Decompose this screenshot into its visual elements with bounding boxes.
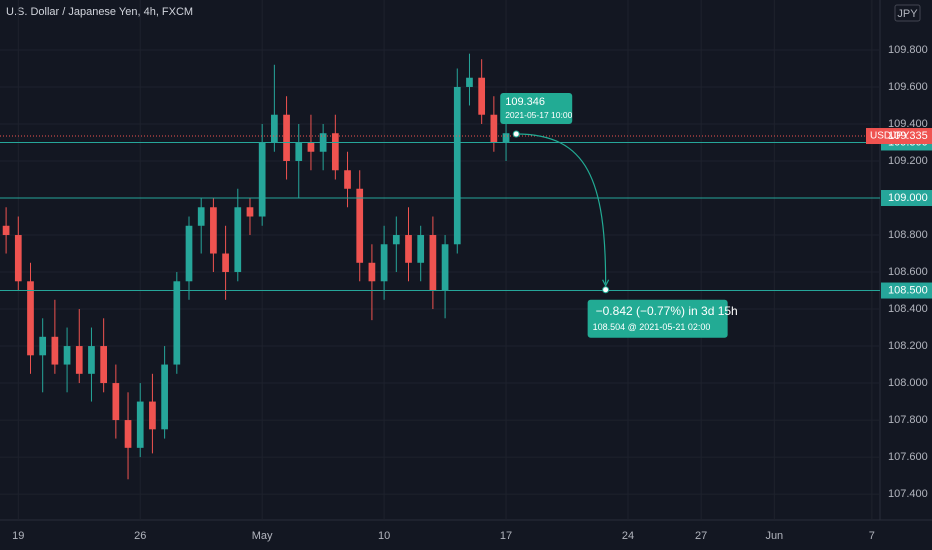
candle-body	[112, 383, 120, 421]
candle-body	[283, 114, 290, 161]
candle-body	[88, 346, 95, 374]
projection-arrowhead	[602, 279, 610, 288]
candle-body	[478, 77, 486, 115]
candle-body	[258, 142, 266, 217]
candle-body	[344, 170, 351, 189]
candle-body	[234, 207, 242, 273]
x-tick-label: 7	[869, 530, 875, 542]
level-label-box	[881, 282, 932, 299]
y-tick-label: 107.600	[888, 451, 928, 463]
x-tick-label: May	[252, 530, 273, 542]
candle-body	[124, 420, 132, 448]
candle-body	[271, 114, 278, 143]
candle-body	[392, 235, 400, 245]
overlay: 107.400 107.600 107.800 108.000 108.200 108.4…	[0, 44, 932, 542]
candle-body	[502, 133, 510, 143]
candle-body	[307, 142, 315, 152]
projection-curve	[516, 133, 607, 284]
x-tick-label: 19	[12, 530, 24, 542]
x-tick-label: 26	[134, 530, 146, 542]
chart-title: U.S. Dollar / Japanese Yen, 4h, FXCM	[6, 6, 193, 18]
candle-body	[136, 401, 144, 448]
y-tick-label: 109.400	[888, 118, 928, 130]
candle-body	[331, 133, 339, 171]
candle-body	[295, 142, 303, 161]
x-tick-label: 17	[500, 530, 512, 542]
candle-body	[173, 281, 181, 365]
candle-body	[100, 346, 108, 384]
candle-body	[441, 244, 449, 291]
candle-body	[405, 235, 412, 263]
candle-body	[2, 225, 10, 236]
x-tick-label: 24	[622, 530, 634, 542]
x-tick-label: 27	[695, 530, 707, 542]
candle-body	[185, 225, 193, 282]
symbol-label: USDJPY	[870, 131, 910, 142]
candle-body	[356, 188, 364, 263]
y-tick-label: 108.000	[888, 377, 928, 389]
candle-body	[51, 336, 59, 365]
candle-body	[466, 77, 473, 87]
last-price-label: 109.335	[888, 130, 928, 142]
candle-body	[380, 244, 388, 282]
candle-body	[149, 401, 156, 430]
level-label: 108.500	[888, 284, 928, 296]
plot	[2, 53, 510, 480]
candle-body	[490, 114, 498, 143]
x-tick-label: 10	[378, 530, 390, 542]
candle-body	[210, 207, 217, 254]
currency-button[interactable]	[894, 4, 921, 22]
candle-body	[246, 207, 254, 217]
start-callout	[500, 92, 573, 124]
candle-body	[161, 364, 168, 430]
start-time: 2021-05-17 10:00	[505, 110, 572, 120]
candle-body	[39, 336, 47, 356]
y-tick-label: 108.400	[888, 303, 928, 315]
candle-body	[368, 262, 376, 282]
candle-body	[429, 235, 437, 291]
y-tick-label: 109.800	[888, 44, 928, 56]
start-price: 109.346	[505, 96, 545, 108]
end-detail: 108.504 @ 2021-05-21 02:00	[593, 322, 711, 332]
y-tick-label: 108.200	[888, 340, 928, 352]
end-change: −0.842 (−0.77%) in 3d 15h	[596, 304, 738, 318]
x-tick-label: Jun	[765, 530, 783, 542]
candle-body	[75, 346, 83, 374]
level-label: 109.000	[888, 192, 928, 204]
candle-body	[27, 281, 34, 356]
candle-body	[453, 86, 461, 245]
currency-label[interactable]: JPY	[897, 8, 918, 20]
y-tick-label: 108.600	[888, 266, 928, 278]
projection-end	[602, 286, 610, 294]
y-tick-label: 109.600	[888, 81, 928, 93]
candle-body	[63, 346, 71, 365]
candle-body	[197, 207, 205, 226]
y-tick-label: 107.400	[888, 488, 928, 500]
y-tick-label: 109.200	[888, 155, 928, 167]
y-tick-label: 108.800	[888, 229, 928, 241]
candle-body	[14, 235, 22, 282]
y-tick-label: 107.800	[888, 414, 928, 426]
last-price-box	[866, 128, 932, 145]
candle-body	[417, 235, 425, 263]
end-callout	[587, 299, 728, 338]
level-label-box	[881, 190, 932, 207]
projection-start	[512, 130, 520, 138]
candle-body	[222, 253, 229, 273]
